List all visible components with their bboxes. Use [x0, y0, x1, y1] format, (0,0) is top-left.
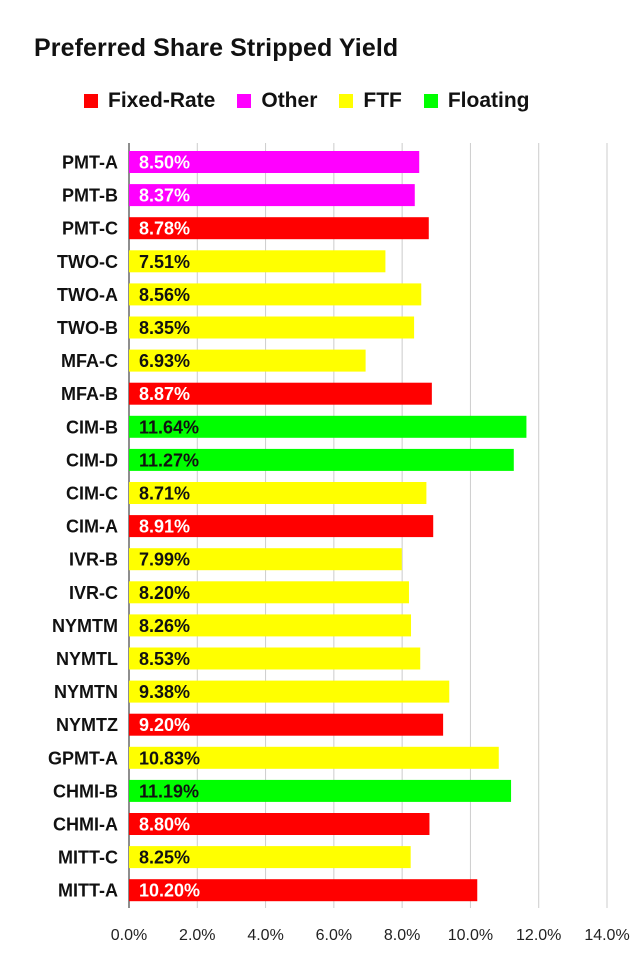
value-label-mitt-c: 8.25% [139, 848, 190, 868]
category-label-mitt-c: MITT-C [58, 848, 118, 868]
legend-label-other: Other [261, 89, 318, 112]
legend-item-fixed-rate: Fixed-Rate [84, 89, 215, 113]
tick-label-2-0: 2.0% [179, 927, 215, 944]
category-label-mfa-c: MFA-C [61, 351, 118, 371]
bar-mfa-c [129, 349, 366, 372]
bar-ivr-c [129, 581, 409, 604]
category-label-chmi-b: CHMI-B [53, 781, 118, 801]
bar-gpmt-a [129, 746, 499, 769]
value-label-nymtl: 8.53% [139, 649, 190, 669]
bar-nymtm [129, 614, 412, 637]
category-label-pmt-b: PMT-B [62, 186, 118, 206]
bar-mitt-c [129, 846, 411, 869]
bar-ivr-b [129, 548, 402, 571]
tick-label-12-0: 12.0% [516, 927, 561, 944]
category-label-nymtn: NYMTN [54, 682, 118, 702]
value-label-gpmt-a: 10.83% [139, 748, 200, 768]
value-label-chmi-b: 11.19% [139, 781, 199, 801]
tick-label-6-0: 6.0% [316, 927, 352, 944]
category-label-gpmt-a: GPMT-A [48, 748, 118, 768]
value-label-nymtn: 9.38% [139, 682, 190, 702]
value-label-mfa-b: 8.87% [139, 384, 190, 404]
tick-label-4-0: 4.0% [247, 927, 283, 944]
category-label-pmt-c: PMT-C [62, 219, 118, 239]
bar-cim-d [129, 448, 514, 471]
value-label-nymtz: 9.20% [139, 715, 190, 735]
chart-title: Preferred Share Stripped Yield [34, 34, 399, 62]
category-label-nymtl: NYMTL [56, 649, 118, 669]
value-label-cim-d: 11.27% [139, 450, 199, 470]
value-label-nymtm: 8.26% [139, 616, 190, 636]
value-label-pmt-a: 8.50% [139, 153, 190, 173]
bar-chmi-b [129, 779, 512, 802]
value-label-mfa-c: 6.93% [139, 351, 190, 371]
value-label-pmt-c: 8.78% [139, 219, 190, 239]
legend-swatch-fixed-rate [84, 94, 98, 108]
bar-pmt-c [129, 217, 429, 240]
bar-two-b [129, 316, 415, 339]
category-label-two-b: TWO-B [57, 318, 118, 338]
value-label-two-a: 8.56% [139, 285, 190, 305]
category-label-mitt-a: MITT-A [58, 881, 118, 901]
value-label-two-c: 7.51% [139, 252, 190, 272]
bar-mfa-b [129, 382, 432, 405]
tick-label-8-0: 8.0% [384, 927, 420, 944]
bar-pmt-a [129, 151, 420, 173]
legend-swatch-floating [423, 94, 438, 108]
legend: Fixed-Rate Other FTF Floating [84, 89, 552, 113]
bar-cim-c [129, 482, 427, 504]
value-label-cim-c: 8.71% [139, 484, 190, 504]
bar-cim-a [129, 515, 434, 538]
legend-item-other: Other [237, 89, 317, 113]
category-label-two-a: TWO-A [57, 285, 118, 305]
value-label-cim-b: 11.64% [139, 417, 199, 437]
bar-pmt-b [129, 184, 415, 207]
category-label-cim-b: CIM-B [66, 417, 118, 437]
bar-nymtn [129, 680, 450, 703]
category-label-nymtm: NYMTM [52, 616, 118, 636]
category-label-ivr-b: IVR-B [69, 550, 118, 570]
legend-swatch-other [237, 94, 252, 108]
legend-item-floating: Floating [423, 89, 530, 113]
category-label-chmi-a: CHMI-A [53, 815, 118, 835]
category-label-cim-a: CIM-A [66, 517, 118, 537]
value-label-pmt-b: 8.37% [139, 186, 190, 206]
category-label-cim-c: CIM-C [66, 484, 118, 504]
legend-label-floating: Floating [447, 89, 530, 112]
bar-mitt-a [129, 879, 478, 902]
bar-cim-b [129, 415, 527, 438]
category-label-cim-d: CIM-D [66, 450, 118, 470]
tick-label-10-0: 10.0% [448, 927, 493, 944]
value-label-mitt-a: 10.20% [139, 881, 200, 901]
category-label-two-c: TWO-C [57, 252, 118, 272]
category-label-pmt-a: PMT-A [62, 153, 118, 173]
tick-label-14-0: 14.0% [584, 927, 629, 944]
value-label-cim-a: 8.91% [139, 517, 190, 537]
bar-nymtz [129, 713, 444, 736]
bar-nymtl [129, 647, 421, 670]
legend-label-ftf: FTF [363, 89, 402, 112]
category-label-nymtz: NYMTZ [56, 715, 118, 735]
value-label-two-b: 8.35% [139, 318, 190, 338]
value-label-chmi-a: 8.80% [139, 815, 190, 835]
category-label-ivr-c: IVR-C [69, 583, 118, 603]
bar-two-a [129, 283, 422, 306]
legend-label-fixed-rate: Fixed-Rate [108, 89, 216, 112]
legend-item-ftf: FTF [339, 89, 402, 113]
category-label-mfa-b: MFA-B [61, 384, 118, 404]
value-label-ivr-b: 7.99% [139, 550, 190, 570]
tick-label-0-0: 0.0% [111, 927, 147, 944]
bar-chmi-a [129, 813, 430, 835]
value-label-ivr-c: 8.20% [139, 583, 190, 603]
legend-swatch-ftf [339, 94, 354, 108]
bar-two-c [129, 250, 386, 273]
